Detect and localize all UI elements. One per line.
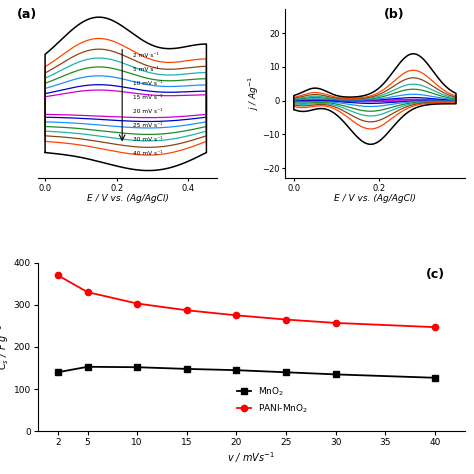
Text: 30 mV s⁻¹: 30 mV s⁻¹ — [133, 137, 163, 142]
Text: 5 mV s⁻¹: 5 mV s⁻¹ — [133, 67, 159, 73]
PANI-MnO$_2$ — [234, 312, 239, 318]
Line: PANI-MnO$_2$: PANI-MnO$_2$ — [55, 272, 438, 330]
MnO$_2$ — [283, 369, 289, 375]
Text: 20 mV s⁻¹: 20 mV s⁻¹ — [133, 109, 163, 114]
PANI-MnO$_2$ — [85, 289, 91, 295]
Text: (a): (a) — [17, 8, 36, 21]
Text: 15 mV s⁻¹: 15 mV s⁻¹ — [133, 95, 162, 100]
PANI-MnO$_2$ — [55, 273, 61, 278]
Line: MnO$_2$: MnO$_2$ — [55, 364, 438, 381]
Text: 40 mV s⁻¹: 40 mV s⁻¹ — [133, 151, 163, 156]
X-axis label: $v$ / mVs$^{-1}$: $v$ / mVs$^{-1}$ — [227, 450, 275, 465]
Text: 25 mV s⁻¹: 25 mV s⁻¹ — [133, 123, 163, 128]
Text: (c): (c) — [426, 268, 445, 281]
MnO$_2$ — [85, 364, 91, 370]
PANI-MnO$_2$ — [184, 308, 190, 313]
PANI-MnO$_2$ — [333, 320, 338, 326]
Text: (b): (b) — [384, 8, 404, 21]
X-axis label: E / V vs. (Ag/AgCl): E / V vs. (Ag/AgCl) — [334, 194, 416, 203]
Text: 2 mV s⁻¹: 2 mV s⁻¹ — [133, 54, 159, 58]
MnO$_2$ — [234, 367, 239, 373]
MnO$_2$ — [333, 372, 338, 377]
MnO$_2$ — [55, 369, 61, 375]
PANI-MnO$_2$ — [134, 301, 140, 306]
Legend: MnO$_2$, PANI-MnO$_2$: MnO$_2$, PANI-MnO$_2$ — [233, 382, 312, 419]
X-axis label: E / V vs. (Ag/AgCl): E / V vs. (Ag/AgCl) — [87, 194, 168, 203]
PANI-MnO$_2$ — [283, 317, 289, 322]
MnO$_2$ — [184, 366, 190, 372]
Text: 10 mV s⁻¹: 10 mV s⁻¹ — [133, 82, 162, 86]
PANI-MnO$_2$ — [432, 324, 438, 330]
Y-axis label: $j$ / Ag$^{-1}$: $j$ / Ag$^{-1}$ — [246, 76, 261, 111]
MnO$_2$ — [134, 365, 140, 370]
MnO$_2$ — [432, 375, 438, 381]
Y-axis label: $C_s$ / F g$^{-1}$: $C_s$ / F g$^{-1}$ — [0, 324, 11, 370]
